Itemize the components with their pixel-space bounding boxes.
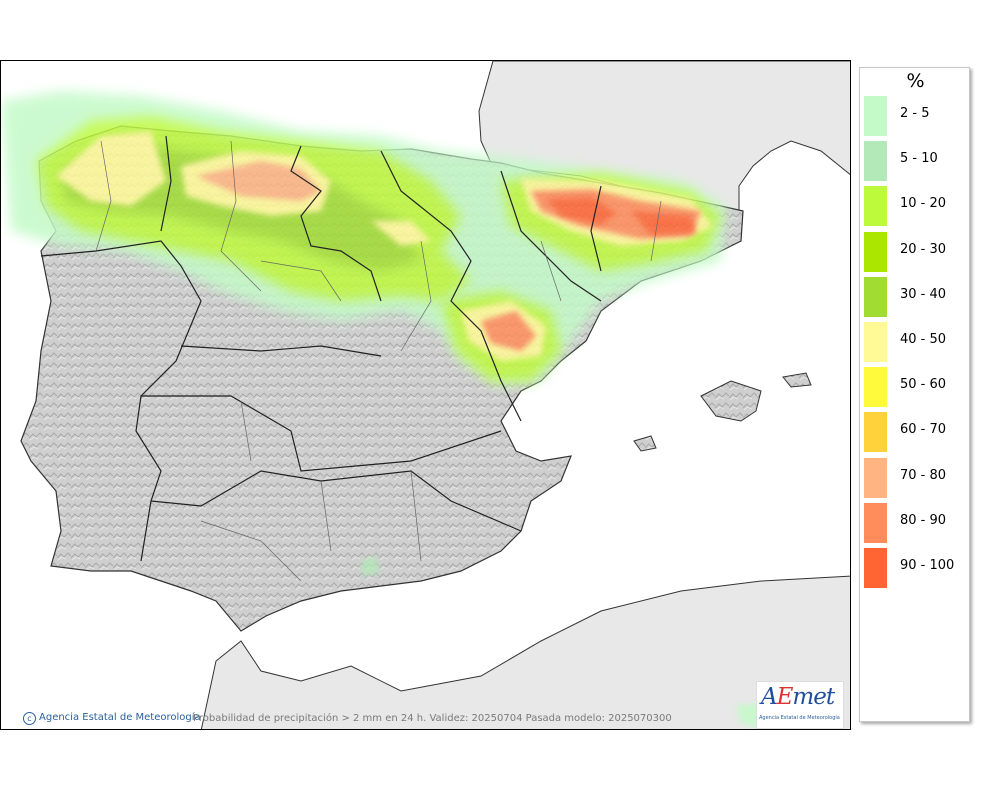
- precipitation-map: [1, 61, 850, 729]
- legend-swatch: [864, 548, 887, 588]
- legend-item: 20 - 30: [864, 231, 970, 272]
- legend-title: %: [906, 70, 925, 92]
- legend-item: 80 - 90: [864, 502, 970, 543]
- aemet-logo-word: AEmet: [761, 684, 835, 710]
- legend-swatch: [864, 186, 887, 227]
- precip-40-50-e: [371, 221, 431, 246]
- legend-item: 50 - 60: [864, 366, 970, 408]
- legend-item: 2 - 5: [864, 95, 970, 136]
- legend-item: 40 - 50: [864, 321, 970, 362]
- legend-panel: % 2 - 5 5 - 10 10 - 20 20 - 30 30 - 40 40 - 5…: [859, 67, 970, 722]
- map-caption: Probabilidad de precipitación > 2 mm en …: [193, 713, 672, 724]
- legend-label: 90 - 100: [900, 558, 955, 573]
- aemet-logo: AEmet Agencia Estatal de Meteorología: [756, 681, 844, 729]
- legend-item: 90 - 100: [864, 547, 970, 588]
- agency-credit: c Agencia Estatal de Meteorología: [23, 712, 201, 725]
- logo-letter-e: E: [776, 684, 794, 710]
- credit-text: Agencia Estatal de Meteorología: [39, 712, 201, 723]
- legend-swatch: [864, 231, 887, 272]
- ibiza: [633, 435, 657, 452]
- menorca: [782, 372, 812, 388]
- logo-letter-a: A: [761, 684, 778, 710]
- mallorca: [700, 380, 762, 422]
- precip-isolated: [361, 556, 379, 576]
- africa-land: [200, 575, 850, 729]
- legend-label: 40 - 50: [900, 332, 947, 347]
- logo-rest: met: [792, 684, 835, 710]
- legend-swatch: [864, 96, 887, 136]
- legend-label: 50 - 60: [900, 377, 947, 393]
- legend-item: 10 - 20: [864, 185, 970, 227]
- legend-label: 5 - 10: [900, 151, 938, 167]
- legend-swatch: [864, 502, 887, 543]
- precip-40-50: [56, 131, 166, 206]
- legend-item: 60 - 70: [864, 411, 970, 453]
- precip-90-100-b: [631, 211, 696, 235]
- legend-swatch: [864, 322, 887, 362]
- precip-90-100: [546, 197, 616, 225]
- aemet-logo-subtitle: Agencia Estatal de Meteorología: [759, 715, 840, 721]
- legend-item: 5 - 10: [864, 140, 970, 182]
- legend-label: 60 - 70: [900, 422, 947, 438]
- province-boundaries: [95, 140, 662, 582]
- legend-item: 70 - 80: [864, 457, 970, 498]
- legend-label: 80 - 90: [900, 512, 947, 528]
- legend-swatch: [864, 412, 887, 453]
- precip-80-90-b: [481, 311, 536, 351]
- legend-swatch: [864, 276, 887, 317]
- legend-label: 2 - 5: [900, 106, 930, 121]
- legend-label: 10 - 20: [900, 196, 947, 212]
- copyright-icon: c: [23, 712, 36, 725]
- precip-70-80: [196, 161, 321, 201]
- map-frame: c Agencia Estatal de Meteorología Probabi…: [0, 60, 851, 730]
- legend-item: 30 - 40: [864, 276, 970, 317]
- legend-label: 70 - 80: [900, 467, 947, 483]
- legend-swatch: [864, 457, 887, 498]
- legend-swatch: [864, 141, 887, 182]
- precip-overlay: [1, 91, 791, 729]
- legend-label: 30 - 40: [900, 286, 947, 302]
- legend-label: 20 - 30: [900, 241, 947, 257]
- legend-swatch: [864, 367, 887, 408]
